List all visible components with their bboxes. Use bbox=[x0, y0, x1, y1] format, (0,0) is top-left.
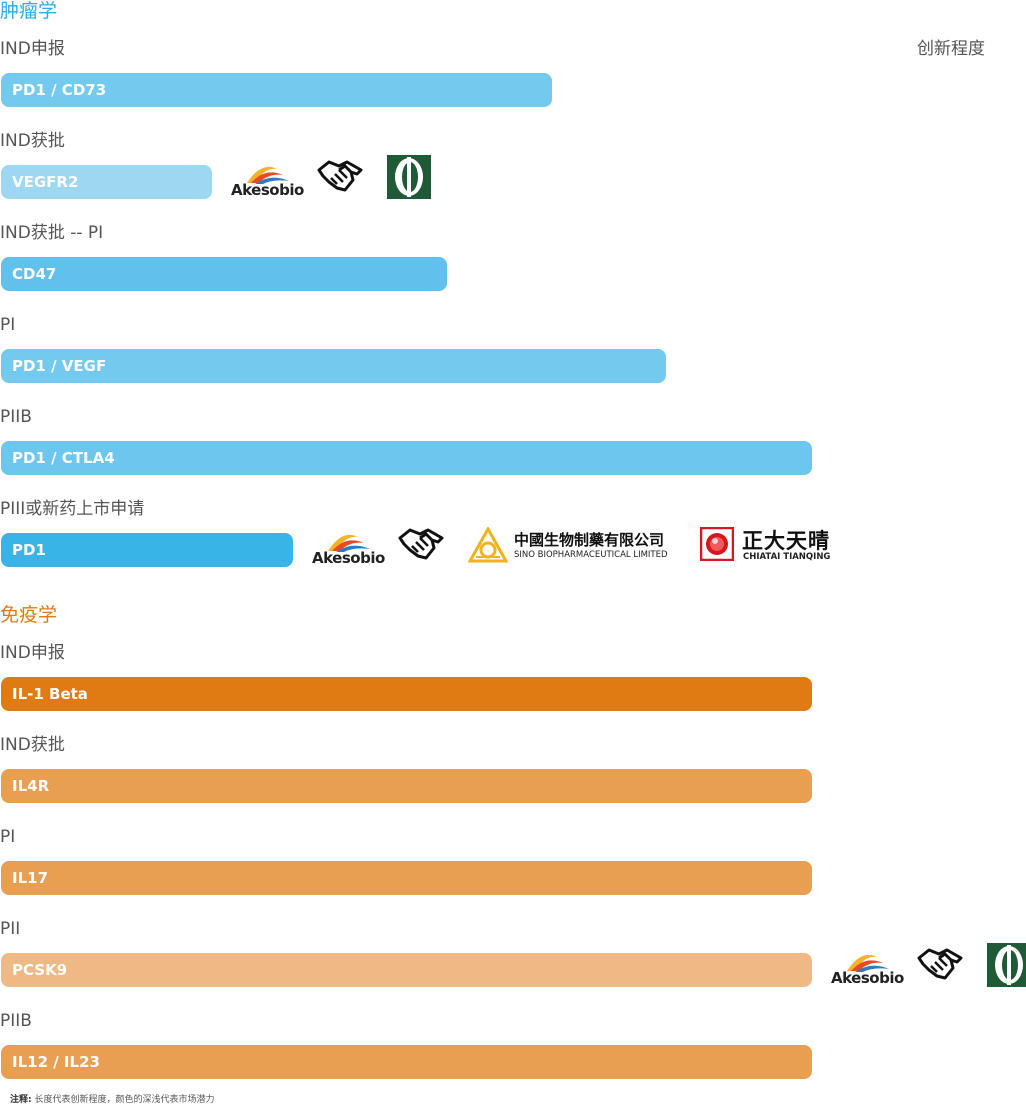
immunology-section-title: 免疫学 bbox=[0, 604, 58, 626]
handshake-icon bbox=[398, 526, 444, 568]
target-bar: IL4R bbox=[1, 769, 812, 803]
akesobio-logo: Akesobio bbox=[231, 159, 307, 201]
target-bar: CD47 bbox=[1, 257, 447, 291]
chiatai-name-cn: 正大天晴 bbox=[742, 529, 830, 553]
note-label: 注释: bbox=[10, 1095, 32, 1105]
stage-label: PIIB bbox=[0, 407, 32, 427]
target-bar: IL12 / IL23 bbox=[1, 1045, 812, 1079]
stage-label: PIIB bbox=[0, 1011, 32, 1031]
handshake-icon bbox=[317, 158, 363, 200]
stage-label: IND申报 bbox=[0, 643, 65, 663]
green-pill-logo bbox=[987, 943, 1026, 993]
stage-label: IND申报 bbox=[0, 39, 65, 59]
stage-label: PII bbox=[0, 919, 21, 939]
handshake-icon bbox=[917, 946, 963, 988]
target-bar: PD1 / CD73 bbox=[1, 73, 552, 107]
stage-label: PI bbox=[0, 827, 16, 847]
target-bar: IL-1 Beta bbox=[1, 677, 812, 711]
oncology-section-title: 肿瘤学 bbox=[0, 0, 58, 22]
target-bar: PD1 / CTLA4 bbox=[1, 441, 812, 475]
stage-label: IND获批 -- PI bbox=[0, 223, 104, 243]
target-bar: PD1 / VEGF bbox=[1, 349, 666, 383]
akesobio-wordmark: Akesobio bbox=[231, 181, 304, 199]
chiatai-name-en: CHIATAI TIANQING bbox=[743, 552, 831, 562]
innovation-axis-label: 创新程度 bbox=[917, 39, 985, 59]
stage-label: IND获批 bbox=[0, 735, 65, 755]
note-text: 长度代表创新程度，颜色的深浅代表市场潜力 bbox=[34, 1095, 215, 1105]
akesobio-logo: Akesobio bbox=[831, 947, 907, 989]
akesobio-wordmark: Akesobio bbox=[312, 549, 385, 567]
sino-biopharm-name-cn: 中國生物制藥有限公司 bbox=[514, 531, 665, 549]
stage-label: PIII或新药上市申请 bbox=[0, 499, 145, 519]
akesobio-wordmark: Akesobio bbox=[831, 969, 904, 987]
chiatai-tianqing-logo: 正大天晴 CHIATAI TIANQING bbox=[700, 525, 840, 565]
green-pill-logo bbox=[387, 155, 433, 205]
akesobio-logo: Akesobio bbox=[312, 527, 388, 569]
stage-label: PI bbox=[0, 315, 16, 335]
target-bar: PD1 bbox=[1, 533, 293, 567]
sino-biopharm-logo: 中國生物制藥有限公司 SINO BIOPHARMACEUTICAL LIMITED bbox=[468, 525, 682, 565]
target-bar: PCSK9 bbox=[1, 953, 812, 987]
target-bar: IL17 bbox=[1, 861, 812, 895]
sino-biopharm-name-en: SINO BIOPHARMACEUTICAL LIMITED bbox=[514, 550, 668, 560]
stage-label: IND获批 bbox=[0, 131, 65, 151]
chart-note: 注释: 长度代表创新程度，颜色的深浅代表市场潜力 bbox=[10, 1094, 215, 1106]
target-bar: VEGFR2 bbox=[1, 165, 212, 199]
